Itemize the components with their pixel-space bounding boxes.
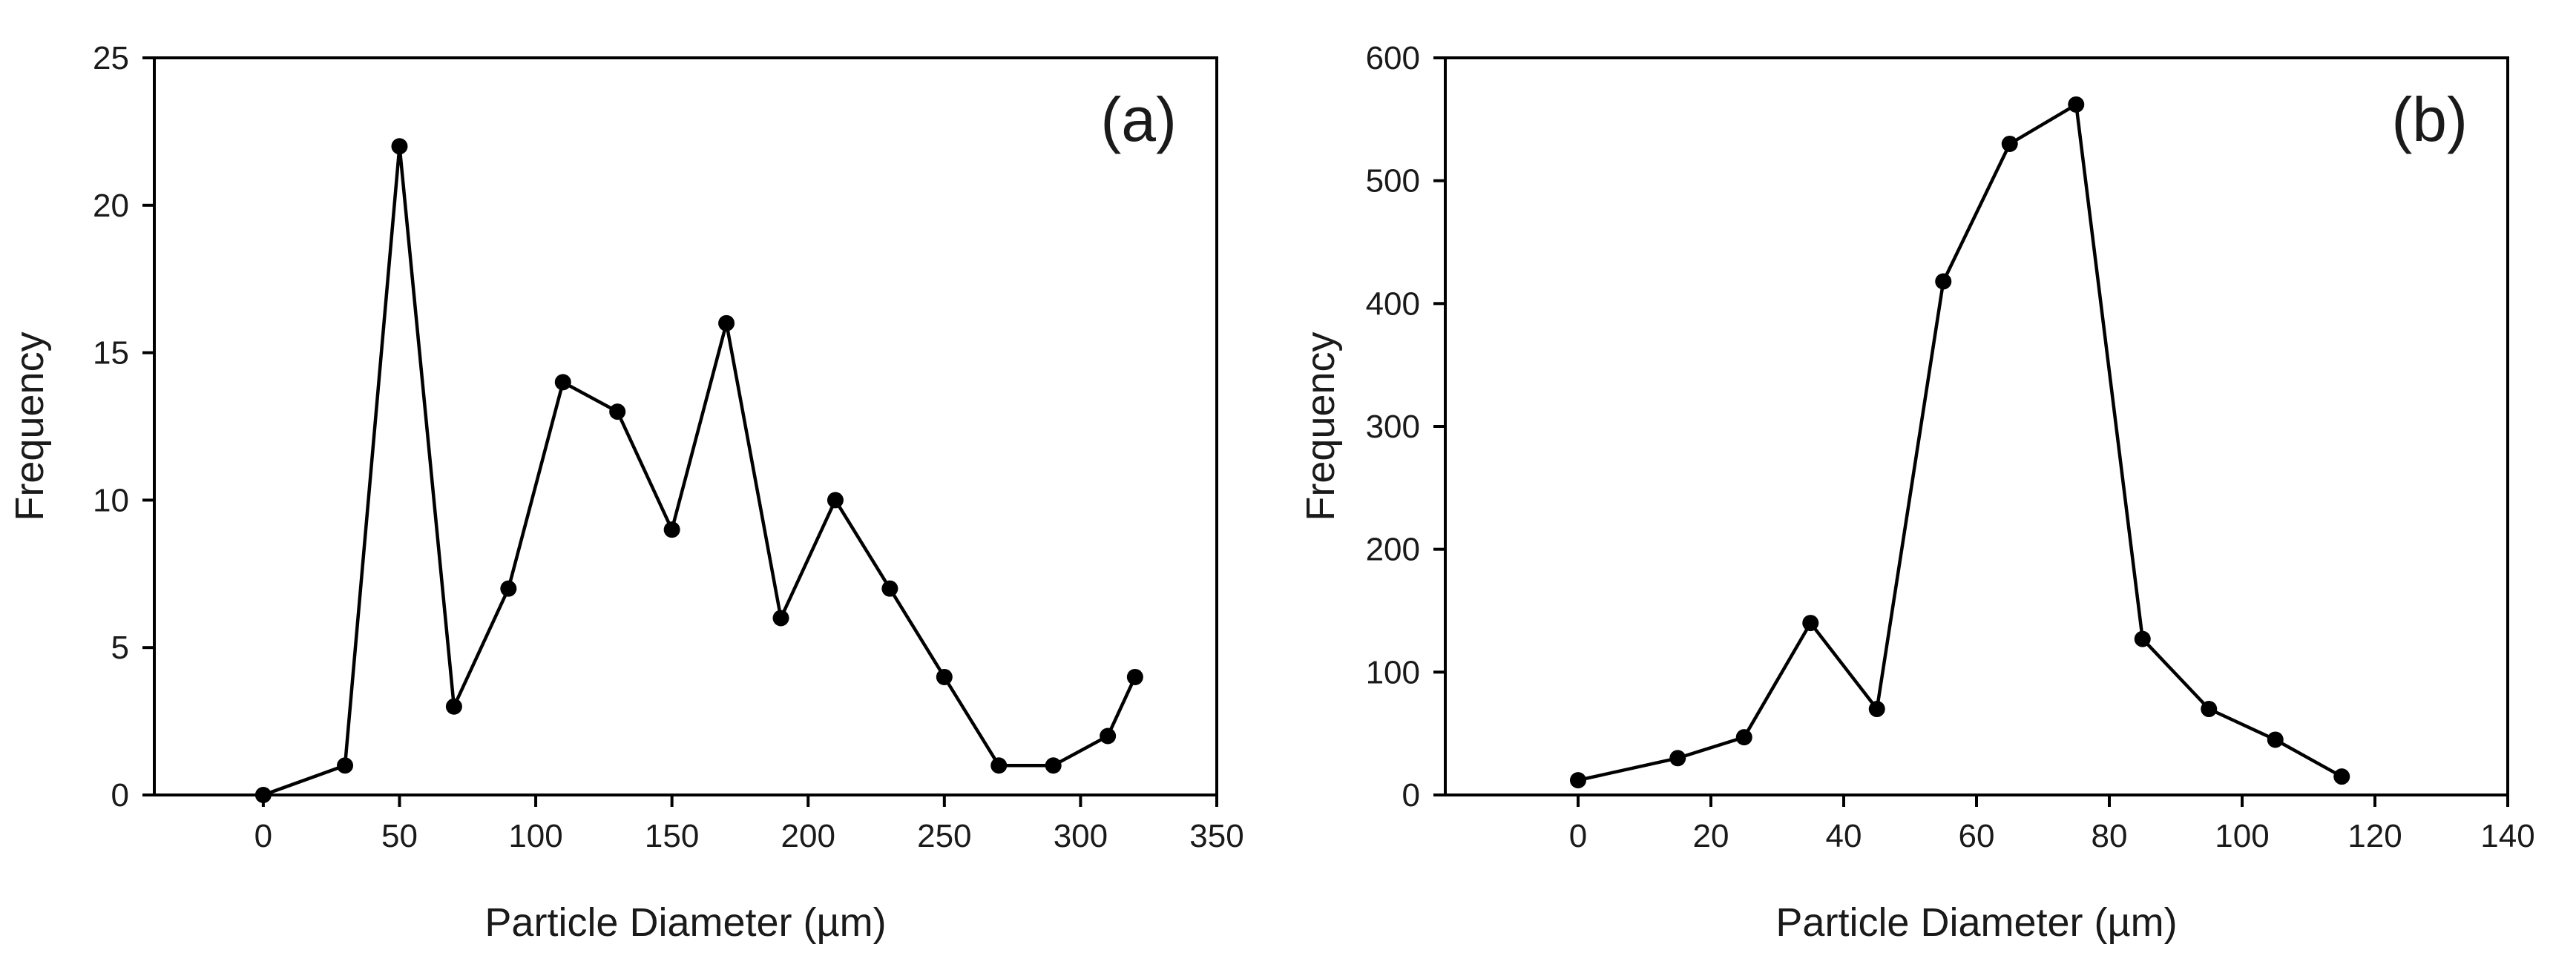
chart-a-x-tick-label: 350 bbox=[1189, 818, 1243, 854]
chart-b-x-tick-label: 140 bbox=[2480, 818, 2534, 854]
chart-a-data-point bbox=[881, 580, 898, 597]
chart-b-data-point bbox=[2201, 701, 2218, 718]
chart-a-data-point bbox=[554, 374, 571, 391]
chart-b-y-axis-title: Frequency bbox=[1298, 331, 1343, 521]
chart-a-axes-frame bbox=[153, 56, 1218, 796]
chart-a-x-tick-label: 200 bbox=[781, 818, 835, 854]
chart-b-data-point bbox=[1802, 615, 1819, 632]
chart-b-y-tick-label: 400 bbox=[1366, 286, 1420, 322]
chart-a-data-point bbox=[827, 492, 844, 509]
chart-a-data-point bbox=[663, 521, 680, 538]
chart-b-data-point bbox=[1570, 772, 1586, 789]
chart-b-y-tick-label: 100 bbox=[1366, 654, 1420, 690]
chart-a-data-point bbox=[500, 580, 517, 597]
chart-a-x-tick-label: 250 bbox=[917, 818, 971, 854]
chart-b-data-point bbox=[2333, 768, 2350, 785]
chart-b-data-point bbox=[2134, 630, 2151, 647]
chart-a-data-point bbox=[337, 757, 354, 774]
chart-a-data-point bbox=[1045, 757, 1062, 774]
chart-b-y-tick-label: 600 bbox=[1366, 40, 1420, 76]
chart-a-x-tick-label: 50 bbox=[381, 818, 418, 854]
chart-a-data-point bbox=[1100, 728, 1117, 745]
chart-b-y-tick-label: 0 bbox=[1402, 777, 1420, 814]
chart-a-y-tick-label: 20 bbox=[93, 188, 129, 224]
chart-b-y-tick-label: 200 bbox=[1366, 532, 1420, 568]
chart-a-x-tick-label: 100 bbox=[508, 818, 562, 854]
chart-b-y-tick-label: 500 bbox=[1366, 163, 1420, 199]
chart-b-data-point bbox=[2267, 731, 2284, 748]
chart-b-y-tick-label: 300 bbox=[1366, 409, 1420, 445]
chart-a-data-point bbox=[718, 314, 735, 331]
chart-a-data-point bbox=[772, 610, 789, 627]
chart-a-y-tick-label: 15 bbox=[93, 335, 129, 372]
chart-b-panel-label: (b) bbox=[2391, 85, 2468, 154]
chart-a-data-point bbox=[254, 787, 272, 803]
chart-b-series-line bbox=[1577, 102, 2343, 782]
chart-a-y-tick-label: 10 bbox=[93, 482, 129, 518]
chart-a-x-axis-title: Particle Diameter (µm) bbox=[484, 900, 886, 945]
chart-b-data-point bbox=[1935, 273, 1952, 290]
chart-b: 0 20 40 60 80 100 120 140 0 100 200 300 400 500 600 Par… bbox=[1298, 40, 2535, 945]
chart-b-data-point bbox=[1735, 729, 1752, 746]
chart-a-y-tick-label: 0 bbox=[111, 777, 129, 814]
chart-b-x-tick-label: 20 bbox=[1693, 818, 1729, 854]
chart-a-data-point bbox=[609, 403, 626, 420]
chart-b-axes-frame bbox=[1444, 56, 2509, 796]
chart-a-data-point bbox=[391, 138, 408, 155]
chart-a: 0 50 100 150 200 250 300 350 0 5 10 15 20 25 Particle … bbox=[7, 40, 1244, 945]
chart-a-y-axis-title: Frequency bbox=[7, 331, 52, 521]
chart-b-x-tick-label: 100 bbox=[2215, 818, 2269, 854]
chart-a-y-tick-label: 5 bbox=[111, 630, 129, 666]
chart-a-series-line bbox=[263, 145, 1137, 797]
chart-a-data-point bbox=[990, 757, 1008, 774]
chart-b-x-axis-title: Particle Diameter (µm) bbox=[1775, 900, 2177, 945]
chart-a-x-tick-label: 0 bbox=[254, 818, 272, 854]
chart-b-x-tick-label: 120 bbox=[2347, 818, 2402, 854]
chart-a-y-tick-label: 25 bbox=[93, 40, 129, 76]
chart-b-data-point bbox=[2068, 96, 2085, 113]
chart-b-data-point bbox=[1669, 750, 1686, 767]
chart-a-data-point bbox=[445, 698, 462, 715]
chart-b-data-point bbox=[2001, 135, 2018, 152]
chart-b-x-tick-label: 0 bbox=[1569, 818, 1587, 854]
chart-a-data-point bbox=[936, 668, 953, 685]
chart-a-panel-label: (a) bbox=[1100, 85, 1177, 154]
chart-b-data-point bbox=[1868, 701, 1885, 718]
chart-a-data-point bbox=[1126, 668, 1143, 685]
chart-a-x-tick-label: 150 bbox=[645, 818, 699, 854]
chart-b-x-tick-label: 60 bbox=[1959, 818, 1995, 854]
chart-b-x-tick-label: 40 bbox=[1826, 818, 1862, 854]
chart-b-x-tick-label: 80 bbox=[2092, 818, 2128, 854]
chart-a-x-tick-label: 300 bbox=[1054, 818, 1108, 854]
